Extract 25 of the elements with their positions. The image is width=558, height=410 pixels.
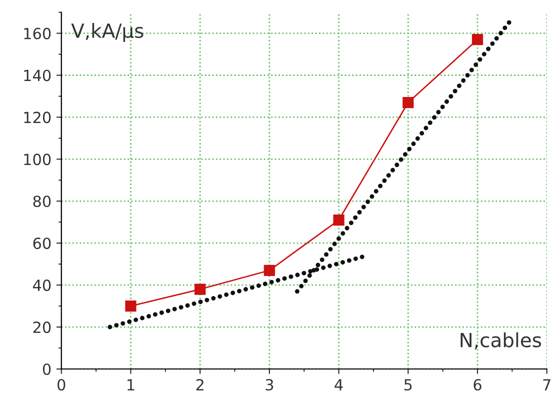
x-tick-label: 6: [474, 378, 482, 391]
y-tick-label: 80: [33, 196, 51, 208]
y-tick-label: 40: [32, 280, 51, 292]
point: [264, 264, 275, 276]
point: [194, 284, 206, 295]
x-axis-title: N,cables: [460, 332, 542, 350]
y-tick-label: 120: [24, 112, 51, 124]
point: [125, 300, 136, 312]
y-axis-title: V,kA/µs: [71, 23, 144, 42]
x-tick-label: 1: [128, 379, 134, 390]
x-tick-label: 4: [334, 379, 343, 390]
x-tick-label: 0: [58, 378, 66, 391]
x-tick-label: 5: [404, 379, 412, 391]
x-tick-label: 7: [543, 379, 550, 390]
point: [402, 96, 414, 108]
x-tick-label: 3: [266, 378, 274, 391]
y-tick-label: 160: [24, 28, 51, 40]
point: [333, 214, 344, 226]
y-tick-label: 60: [33, 238, 51, 250]
y-tick-label: 20: [33, 322, 51, 334]
point: [472, 34, 484, 46]
y-tick-label: 100: [24, 154, 51, 166]
y-tick-label: 140: [24, 70, 51, 82]
x-tick-label: 2: [196, 378, 204, 390]
y-tick-label: 0: [42, 363, 51, 376]
